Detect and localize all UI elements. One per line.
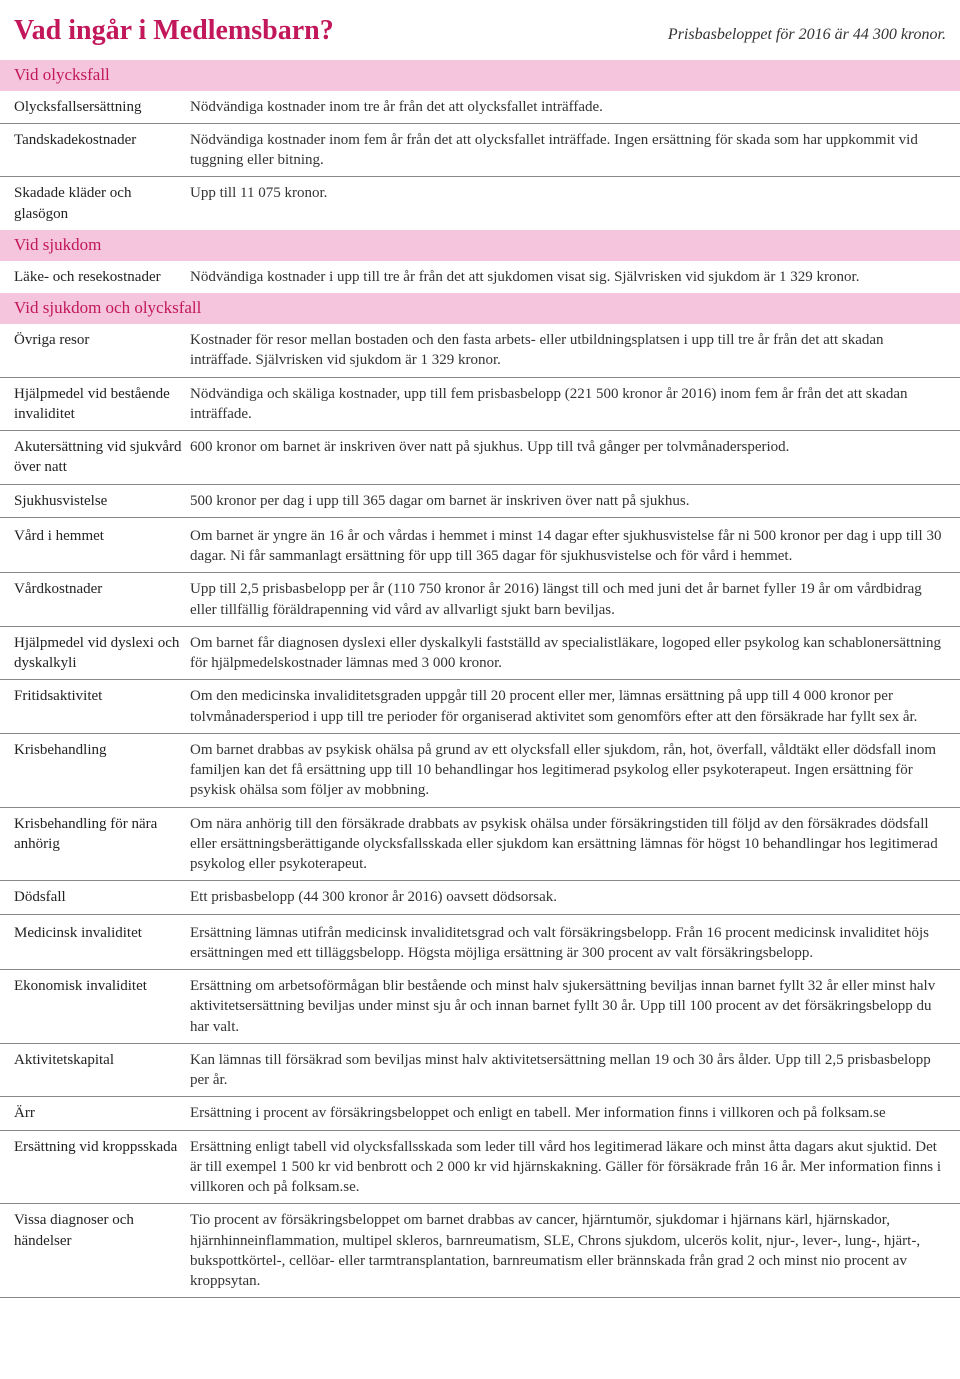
row-desc: Ersättning enligt tabell vid olycksfalls… — [190, 1130, 960, 1204]
row-label: Tandskade­kostnader — [0, 123, 190, 177]
row-desc: Kan lämnas till försäkrad som beviljas m… — [190, 1043, 960, 1097]
row-label: Ersättning vid kroppsskada — [0, 1130, 190, 1204]
table-row: Ersättning vid kroppsskadaErsättning enl… — [0, 1130, 960, 1204]
row-desc: Nödvändiga kostnader inom tre år från de… — [190, 91, 960, 124]
row-desc: Ersättning lämnas utifrån medicinsk inva… — [190, 914, 960, 970]
page-title: Vad ingår i Medlemsbarn? — [14, 12, 334, 50]
row-label: Ekonomisk invaliditet — [0, 970, 190, 1044]
row-label: Hjälpmedel vid be­stående invaliditet — [0, 377, 190, 431]
row-desc: Tio procent av försäkringsbeloppet om ba… — [190, 1204, 960, 1298]
row-label: Krisbehandling för nära anhörig — [0, 807, 190, 881]
row-desc: Upp till 11 075 kronor. — [190, 177, 960, 230]
row-desc: Nödvändiga och skäliga kostnader, upp ti… — [190, 377, 960, 431]
row-desc: Kostnader för resor mellan bostaden och … — [190, 324, 960, 377]
row-label: Vissa diagnoser och händelser — [0, 1204, 190, 1298]
row-label: Skadade kläder och glasögon — [0, 177, 190, 230]
table-row: VårdkostnaderUpp till 2,5 prisbasbelopp … — [0, 573, 960, 627]
table-row: Hjälpmedel vid dyslexi och dyskalkyliOm … — [0, 626, 960, 680]
row-label: Krisbehandling — [0, 733, 190, 807]
row-label: Hjälpmedel vid dyslexi och dyskalkyli — [0, 626, 190, 680]
table-row: DödsfallEtt prisbasbelopp (44 300 kronor… — [0, 881, 960, 914]
section-illness: Vid sjukdom — [0, 230, 960, 261]
table-row: Vissa diagnoser och händelserTio procent… — [0, 1204, 960, 1298]
table-row: Vård i hemmetOm barnet är yngre än 16 år… — [0, 517, 960, 573]
table-row: Krisbehandling för nära anhörigOm nära a… — [0, 807, 960, 881]
table-illness-accident: Övriga resorKostnader för resor mellan b… — [0, 324, 960, 1298]
row-desc: Ersättning om arbetsoförmågan blir bestå… — [190, 970, 960, 1044]
table-row: Tandskade­kostnaderNödvändiga kostnader … — [0, 123, 960, 177]
table-row: FritidsaktivitetOm den medicinska invali… — [0, 680, 960, 734]
table-row: Ekonomisk invaliditetErsättning om arbet… — [0, 970, 960, 1044]
row-desc: Om den medicinska invaliditetsgraden upp… — [190, 680, 960, 734]
row-label: Läke- och resekostnader — [0, 261, 190, 293]
row-label: Fritidsaktivitet — [0, 680, 190, 734]
table-accident: Olycksfalls­ersättningNödvändiga kostnad… — [0, 91, 960, 230]
row-label: Sjukhusvistelse — [0, 484, 190, 517]
row-desc: Om barnet är yngre än 16 år och vårdas i… — [190, 517, 960, 573]
table-row: Läke- och resekostnaderNödvändiga kostna… — [0, 261, 960, 293]
row-desc: Ersättning i procent av försäkringsbelop… — [190, 1097, 960, 1130]
row-desc: Nödvändiga kostnader i upp till tre år f… — [190, 261, 960, 293]
table-row: Sjukhusvistelse500 kronor per dag i upp … — [0, 484, 960, 517]
row-desc: 500 kronor per dag i upp till 365 dagar … — [190, 484, 960, 517]
row-desc: Upp till 2,5 prisbasbelopp per år (110 7… — [190, 573, 960, 627]
section-accident: Vid olycksfall — [0, 60, 960, 91]
row-desc: Om barnet får diagnosen dyslexi eller dy… — [190, 626, 960, 680]
table-illness: Läke- och resekostnaderNödvändiga kostna… — [0, 261, 960, 293]
table-row: Medicinsk invaliditetErsättning lämnas u… — [0, 914, 960, 970]
row-desc: Om barnet drabbas av psykisk ohälsa på g… — [190, 733, 960, 807]
row-label: Aktivitetskapital — [0, 1043, 190, 1097]
row-label: Vårdkostnader — [0, 573, 190, 627]
section-illness-accident: Vid sjukdom och olycksfall — [0, 293, 960, 324]
table-row: Övriga resorKostnader för resor mellan b… — [0, 324, 960, 377]
row-label: Ärr — [0, 1097, 190, 1130]
table-row: KrisbehandlingOm barnet drabbas av psyki… — [0, 733, 960, 807]
table-row: ÄrrErsättning i procent av försäkringsbe… — [0, 1097, 960, 1130]
table-row: AktivitetskapitalKan lämnas till försäkr… — [0, 1043, 960, 1097]
row-label: Akutersättning vid sjukvård över natt — [0, 431, 190, 485]
table-row: Skadade kläder och glasögonUpp till 11 0… — [0, 177, 960, 230]
row-label: Övriga resor — [0, 324, 190, 377]
row-desc: Nödvändiga kostnader inom fem år från de… — [190, 123, 960, 177]
table-row: Akutersättning vid sjukvård över natt600… — [0, 431, 960, 485]
table-row: Hjälpmedel vid be­stående invaliditetNöd… — [0, 377, 960, 431]
row-desc: Om nära anhörig till den försäkrade drab… — [190, 807, 960, 881]
page-subtext: Prisbasbeloppet för 2016 är 44 300 krono… — [668, 24, 946, 46]
row-label: Medicinsk invaliditet — [0, 914, 190, 970]
row-desc: 600 kronor om barnet är inskriven över n… — [190, 431, 960, 485]
row-label: Dödsfall — [0, 881, 190, 914]
row-label: Olycksfalls­ersättning — [0, 91, 190, 124]
row-label: Vård i hemmet — [0, 517, 190, 573]
table-row: Olycksfalls­ersättningNödvändiga kostnad… — [0, 91, 960, 124]
row-desc: Ett prisbasbelopp (44 300 kronor år 2016… — [190, 881, 960, 914]
page-header: Vad ingår i Medlemsbarn? Prisbasbeloppet… — [0, 0, 960, 60]
